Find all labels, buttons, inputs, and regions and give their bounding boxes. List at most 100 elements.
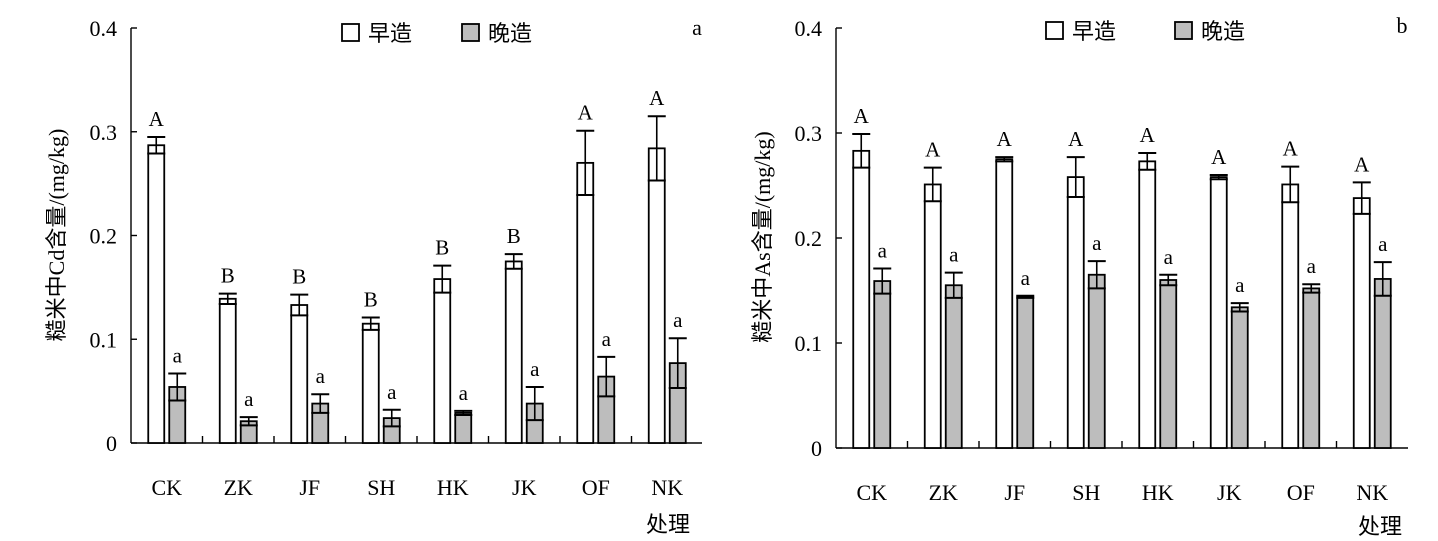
significance-label: A bbox=[578, 101, 594, 125]
bar-late bbox=[1159, 279, 1178, 449]
legend-label-early: 早造 bbox=[368, 21, 412, 46]
significance-label: a bbox=[173, 343, 183, 367]
significance-label: A bbox=[997, 127, 1013, 151]
legend-swatch-early bbox=[341, 23, 360, 42]
significance-label: A bbox=[925, 138, 941, 162]
y-tick-label: 0 bbox=[106, 431, 117, 456]
x-tick-label: SH bbox=[1072, 480, 1100, 505]
y-tick-label: 0.1 bbox=[795, 331, 823, 356]
x-tick-label: NK bbox=[651, 475, 683, 500]
y-tick-label: 0.2 bbox=[90, 224, 118, 249]
significance-label: A bbox=[1211, 145, 1227, 169]
x-tick-label: JK bbox=[1217, 480, 1242, 505]
significance-label: A bbox=[854, 104, 870, 128]
bar-early bbox=[1066, 176, 1085, 449]
bar-early bbox=[504, 260, 523, 444]
significance-label: a bbox=[316, 364, 326, 388]
bar-late bbox=[944, 284, 963, 449]
significance-label: B bbox=[364, 287, 378, 311]
bar-early bbox=[1138, 160, 1157, 449]
x-tick-label: HK bbox=[1142, 480, 1174, 505]
significance-label: a bbox=[1378, 232, 1388, 256]
bar-late bbox=[1016, 295, 1035, 449]
x-tick-label: ZK bbox=[224, 475, 253, 500]
legend-swatch-early bbox=[1045, 21, 1064, 40]
significance-label: a bbox=[1307, 254, 1317, 278]
bar-late bbox=[1230, 306, 1249, 449]
significance-label: a bbox=[1164, 245, 1174, 269]
significance-label: A bbox=[149, 107, 165, 131]
y-tick-label: 0.1 bbox=[90, 327, 118, 352]
x-tick-label: JF bbox=[299, 475, 320, 500]
bar-early bbox=[147, 144, 166, 444]
bar-early bbox=[290, 304, 309, 444]
bar-late bbox=[454, 412, 473, 444]
panel-tag: b bbox=[1397, 13, 1408, 38]
x-tick-label: CK bbox=[856, 480, 887, 505]
significance-label: B bbox=[221, 264, 235, 288]
x-tick-label: SH bbox=[367, 475, 395, 500]
y-axis-label: 糙米中Cd含量/(mg/kg) bbox=[44, 129, 69, 342]
y-tick-label: 0.3 bbox=[795, 121, 823, 146]
bar-early bbox=[1281, 183, 1300, 449]
bar-early bbox=[361, 322, 380, 444]
significance-label: a bbox=[1235, 273, 1245, 297]
legend-label-late: 晚造 bbox=[1201, 19, 1245, 44]
bar-late bbox=[1373, 278, 1392, 449]
bar-late bbox=[1302, 287, 1321, 449]
significance-label: a bbox=[244, 387, 254, 411]
bar-early bbox=[923, 183, 942, 449]
x-tick-label: NK bbox=[1356, 480, 1388, 505]
legend-swatch-late bbox=[461, 23, 480, 42]
significance-label: B bbox=[435, 236, 449, 260]
significance-label: a bbox=[949, 243, 959, 267]
x-tick-label: JF bbox=[1004, 480, 1025, 505]
x-tick-label: OF bbox=[1287, 480, 1315, 505]
y-tick-label: 0.3 bbox=[90, 120, 118, 145]
x-tick-label: CK bbox=[151, 475, 182, 500]
y-tick-label: 0.4 bbox=[90, 16, 118, 41]
significance-label: a bbox=[1021, 266, 1031, 290]
bar-early bbox=[647, 147, 666, 444]
significance-label: a bbox=[602, 327, 612, 351]
significance-label: a bbox=[387, 380, 397, 404]
bar-late bbox=[1087, 273, 1106, 449]
significance-label: B bbox=[507, 224, 521, 248]
legend-label-late: 晚造 bbox=[488, 21, 532, 46]
significance-label: B bbox=[292, 265, 306, 289]
x-tick-label: ZK bbox=[929, 480, 958, 505]
significance-label: A bbox=[1283, 137, 1299, 161]
y-tick-label: 0 bbox=[811, 436, 822, 461]
x-tick-label: JK bbox=[512, 475, 537, 500]
bar-early bbox=[576, 161, 595, 444]
legend-label-early: 早造 bbox=[1072, 19, 1116, 44]
panel-tag: a bbox=[692, 15, 702, 40]
bar-early bbox=[218, 297, 237, 444]
y-tick-label: 0.4 bbox=[795, 16, 823, 41]
bar-early bbox=[433, 278, 452, 444]
significance-label: a bbox=[530, 357, 540, 381]
bar-early bbox=[995, 158, 1014, 449]
bar-late bbox=[873, 280, 892, 449]
y-axis-label: 糙米中As含量/(mg/kg) bbox=[750, 131, 775, 342]
x-tick-label: OF bbox=[582, 475, 610, 500]
significance-label: a bbox=[1092, 231, 1102, 255]
x-tick-label: HK bbox=[437, 475, 469, 500]
x-axis-label: 处理 bbox=[1358, 514, 1402, 539]
chart-panel-a: 0 0.1 0.2 0.3 0.4 CK Aa ZK Ba JF Ba SH Ba HK Ba JK Ba OF A… bbox=[44, 15, 702, 537]
significance-label: A bbox=[1354, 152, 1370, 176]
y-tick-label: 0.2 bbox=[795, 226, 823, 251]
significance-label: A bbox=[1140, 123, 1156, 147]
significance-label: a bbox=[459, 381, 469, 405]
significance-label: a bbox=[673, 308, 683, 332]
significance-label: a bbox=[878, 238, 888, 262]
bar-early bbox=[1209, 176, 1228, 449]
chart-panel-b: 0 0.1 0.2 0.3 0.4 CK Aa ZK Aa JF Aa SH Aa HK Aa JK Aa OF A… bbox=[750, 13, 1408, 539]
bar-early bbox=[1352, 197, 1371, 449]
significance-label: A bbox=[649, 86, 665, 110]
significance-label: A bbox=[1068, 127, 1084, 151]
bar-early bbox=[852, 149, 871, 449]
legend-swatch-late bbox=[1174, 21, 1193, 40]
x-axis-label: 处理 bbox=[646, 512, 690, 537]
